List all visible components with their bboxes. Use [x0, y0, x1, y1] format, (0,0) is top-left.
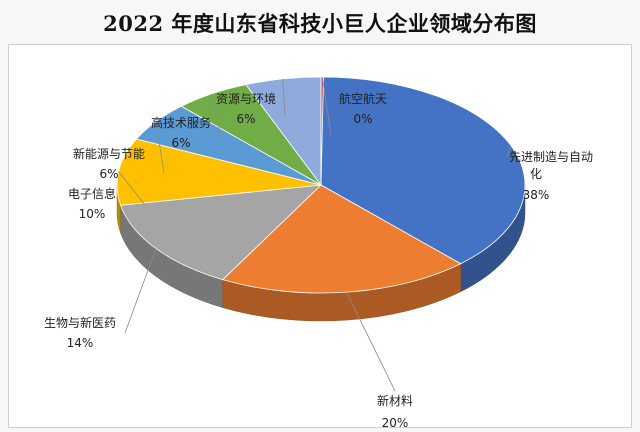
slice-percent-new-energy: 6%: [99, 167, 118, 181]
leader-line-new-energy: [155, 121, 165, 174]
slice-percent-biomedicine: 14%: [67, 336, 94, 350]
leader-line-electronics: [118, 171, 146, 206]
chart-title: 2022 年度山东省科技小巨人企业领域分布图: [103, 11, 537, 36]
leader-line-new-materials: [346, 291, 396, 392]
plot-area: 先进制造与自动化 38% 新材料 20% 生物与新医药 14% 电子信息 10% 新能源与节能 6…: [8, 44, 632, 429]
slice-label-electronics: 电子信息: [68, 186, 116, 201]
slice-label-new-energy: 新能源与节能: [73, 146, 145, 161]
leader-line-aerospace: [321, 76, 332, 136]
slice-percent-electronics: 10%: [79, 207, 106, 221]
leader-line-resources-environment: [282, 78, 286, 116]
leader-line-high-tech-services: [211, 93, 222, 138]
slice-label-high-tech-services: 高技术服务: [151, 115, 211, 130]
slice-label-manufacturing: 化: [530, 167, 542, 181]
slice-label-resources-environment: 资源与环境: [216, 91, 276, 106]
pie-slice-biomedicine: [120, 184, 323, 281]
pie-slice-aerospace: [320, 76, 324, 186]
slice-percent-new-materials: 20%: [382, 416, 409, 429]
slice-label-biomedicine: 生物与新医药: [44, 315, 116, 330]
slice-label-manufacturing: 先进制造与自动: [509, 150, 593, 164]
leader-line-manufacturing: [506, 145, 512, 158]
slice-percent-resources-environment: 6%: [236, 112, 255, 126]
slice-label-aerospace: 航空航天: [339, 91, 387, 106]
slice-percent-manufacturing: 38%: [523, 188, 550, 202]
leader-line-biomedicine: [124, 248, 157, 334]
slice-percent-high-tech-services: 6%: [171, 136, 190, 150]
slice-percent-aerospace: 0%: [353, 112, 372, 126]
slice-label-new-materials: 新材料: [377, 393, 413, 408]
